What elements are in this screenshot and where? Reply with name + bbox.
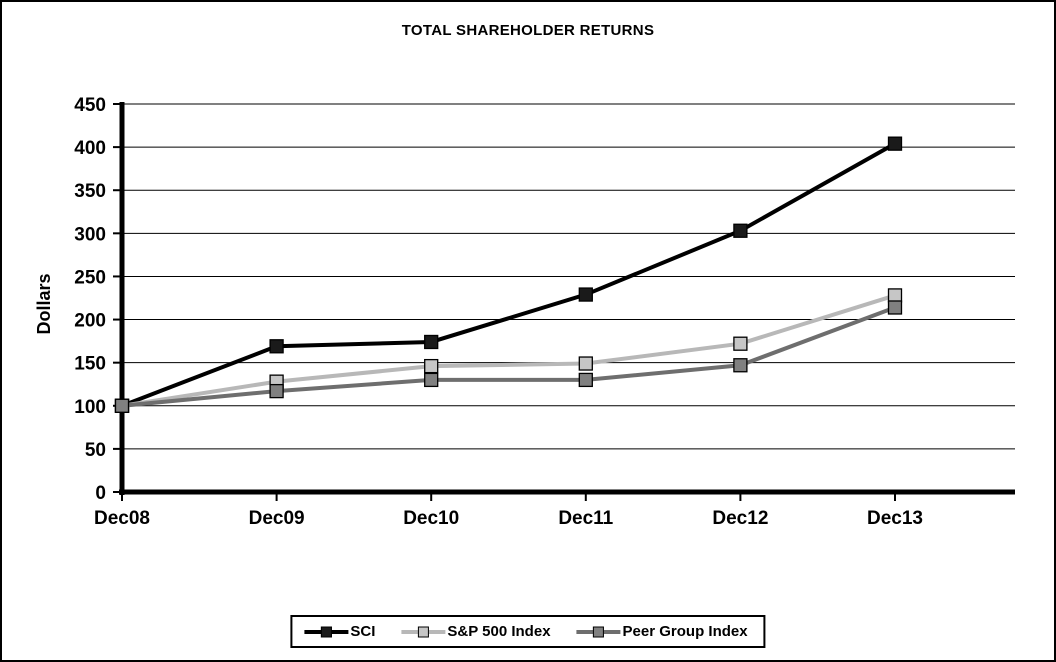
- legend-item-sci: SCI: [304, 623, 375, 640]
- svg-text:Dec10: Dec10: [403, 508, 459, 529]
- svg-text:Dec11: Dec11: [558, 508, 613, 529]
- svg-text:100: 100: [74, 397, 106, 418]
- legend-item-peer-group: Peer Group Index: [576, 623, 748, 640]
- svg-text:300: 300: [74, 224, 106, 245]
- svg-text:250: 250: [74, 267, 106, 288]
- chart-title: TOTAL SHAREHOLDER RETURNS: [401, 22, 655, 39]
- legend-label-peer-group: Peer Group Index: [622, 623, 748, 640]
- svg-text:Dec09: Dec09: [249, 508, 305, 529]
- svg-text:Dec08: Dec08: [94, 508, 150, 529]
- legend-label-sp500: S&P 500 Index: [447, 623, 551, 640]
- peer-group-series-swatch-icon: [576, 624, 621, 639]
- legend-label-sci: SCI: [350, 623, 376, 640]
- svg-text:0: 0: [95, 483, 106, 504]
- svg-text:Dec12: Dec12: [712, 508, 768, 529]
- legend-item-sp500: S&P 500 Index: [401, 623, 551, 640]
- svg-text:450: 450: [74, 95, 106, 116]
- svg-text:150: 150: [74, 354, 106, 375]
- svg-text:350: 350: [74, 181, 106, 202]
- svg-text:50: 50: [85, 440, 106, 461]
- svg-text:Dec13: Dec13: [867, 508, 923, 529]
- svg-text:400: 400: [74, 138, 106, 159]
- svg-text:200: 200: [74, 311, 106, 332]
- chart-legend: SCI S&P 500 Index Peer Group Index: [290, 615, 766, 648]
- svg-text:Dollars: Dollars: [34, 273, 54, 334]
- sci-series-swatch-icon: [304, 624, 349, 639]
- sp500-series-swatch-icon: [401, 624, 446, 639]
